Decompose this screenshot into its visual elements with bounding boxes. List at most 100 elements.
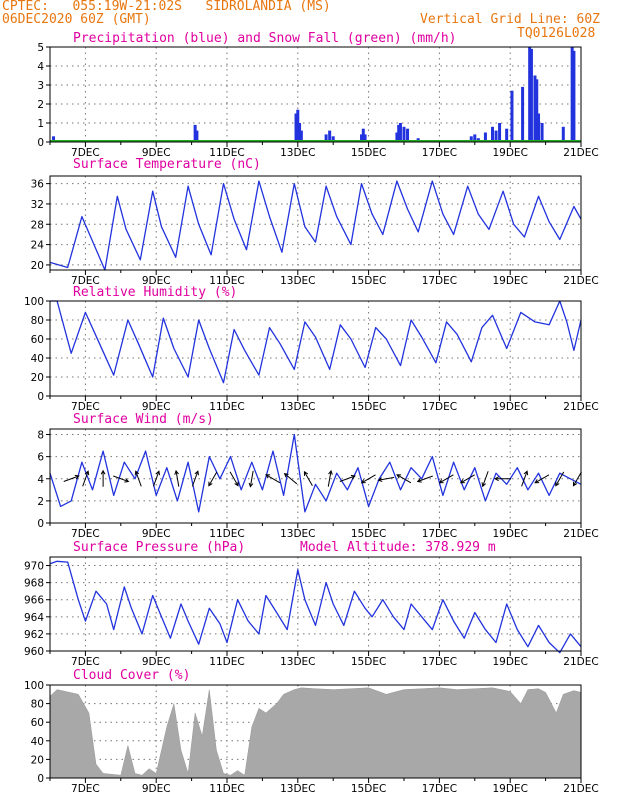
- panel-3: [46, 300, 582, 401]
- wind-arrow: [377, 476, 395, 482]
- wind-arrow: [82, 470, 90, 487]
- x-tick-label: 9DEC: [142, 528, 171, 540]
- precip-bar: [570, 47, 574, 142]
- x-tick-label: 19DEC: [492, 528, 527, 540]
- precip-bar: [363, 134, 367, 142]
- panel-frame: [49, 556, 582, 652]
- precip-bar: [398, 123, 402, 142]
- wind-arrow: [152, 470, 161, 487]
- wind-arrow: [521, 470, 529, 487]
- panel-frame: [49, 300, 582, 397]
- y-tick-label: 20: [31, 260, 44, 272]
- wind-arrow: [113, 475, 130, 483]
- y-tick-label: 80: [31, 699, 44, 711]
- x-tick-label: 17DEC: [422, 656, 457, 668]
- precip-bar: [533, 75, 537, 142]
- x-tick-label: 17DEC: [422, 147, 457, 159]
- y-tick-label: 960: [24, 646, 44, 658]
- precip-bar: [473, 134, 477, 142]
- model-code: TQ0126L028: [517, 26, 596, 41]
- precip-bar: [528, 47, 532, 142]
- y-tick-label: 0: [37, 518, 44, 530]
- y-tick-label: 60: [31, 334, 44, 346]
- precip-bar: [483, 132, 487, 142]
- precip-bar: [299, 130, 303, 142]
- x-tick-label: 19DEC: [492, 401, 527, 413]
- y-tick-label: 1: [37, 118, 44, 130]
- series-line: [49, 560, 582, 654]
- x-tick-label: 11DEC: [209, 783, 244, 795]
- y-tick-label: 4: [37, 474, 44, 486]
- x-tick-label: 21DEC: [563, 656, 598, 668]
- wind-arrow: [438, 474, 454, 484]
- precip-bar: [402, 126, 406, 142]
- y-tick-label: 970: [24, 561, 44, 573]
- wind-arrow: [572, 471, 582, 487]
- precip-bar: [298, 123, 302, 142]
- panel-title: Cloud Cover (%): [73, 668, 190, 683]
- wind-arrow: [248, 470, 254, 488]
- wind-arrow: [134, 470, 142, 487]
- wind-arrow: [481, 471, 489, 488]
- x-tick-label: 7DEC: [71, 147, 100, 159]
- x-tick-label: 13DEC: [280, 656, 315, 668]
- series-line: [49, 180, 582, 271]
- y-tick-label: 40: [31, 353, 44, 365]
- wind-arrow: [534, 474, 550, 484]
- x-tick-label: 17DEC: [422, 528, 457, 540]
- x-tick-label: 17DEC: [422, 783, 457, 795]
- model-altitude-note: Model Altitude: 378.929 m: [300, 540, 496, 555]
- station-header: CPTEC: 055:19W-21:02S SIDROLANDIA (MS): [2, 0, 331, 14]
- x-tick-label: 13DEC: [280, 528, 315, 540]
- panel-1: [46, 46, 582, 147]
- x-tick-label: 11DEC: [209, 147, 244, 159]
- panel-frame: [49, 175, 582, 271]
- x-tick-label: 13DEC: [280, 401, 315, 413]
- wind-arrow: [283, 472, 298, 485]
- panel-frame: [49, 684, 582, 779]
- y-tick-label: 80: [31, 315, 44, 327]
- precip-bar: [510, 90, 514, 142]
- x-tick-label: 15DEC: [351, 528, 386, 540]
- panel-6: [46, 684, 582, 783]
- x-tick-label: 17DEC: [422, 401, 457, 413]
- panel-title: Surface Wind (m/s): [73, 412, 214, 427]
- y-tick-label: 8: [37, 430, 44, 442]
- wind-arrow: [555, 471, 565, 487]
- x-tick-label: 21DEC: [563, 275, 598, 287]
- x-tick-label: 21DEC: [563, 147, 598, 159]
- y-tick-label: 0: [37, 773, 44, 785]
- y-tick-label: 28: [31, 219, 44, 231]
- precip-bar: [561, 126, 565, 142]
- precip-bar: [498, 123, 502, 142]
- x-tick-label: 7DEC: [71, 528, 100, 540]
- x-tick-label: 17DEC: [422, 275, 457, 287]
- x-tick-label: 7DEC: [71, 401, 100, 413]
- y-tick-label: 3: [37, 80, 44, 92]
- x-tick-label: 13DEC: [280, 147, 315, 159]
- x-tick-label: 9DEC: [142, 656, 171, 668]
- y-tick-label: 100: [24, 680, 44, 692]
- x-tick-label: 21DEC: [563, 528, 598, 540]
- x-tick-label: 19DEC: [492, 147, 527, 159]
- x-tick-label: 15DEC: [351, 275, 386, 287]
- series-line: [49, 433, 582, 513]
- snow-bar: [73, 140, 77, 142]
- wind-arrow: [63, 474, 80, 482]
- x-tick-label: 15DEC: [351, 656, 386, 668]
- y-tick-label: 962: [24, 629, 44, 641]
- wind-arrow: [265, 474, 281, 484]
- x-tick-label: 7DEC: [71, 656, 100, 668]
- precip-bar: [193, 124, 197, 142]
- wind-arrow: [208, 471, 218, 487]
- x-tick-label: 19DEC: [492, 275, 527, 287]
- precip-bar: [469, 136, 473, 142]
- panel-2: [46, 175, 582, 275]
- y-tick-label: 0: [37, 391, 44, 403]
- x-tick-label: 11DEC: [209, 275, 244, 287]
- cloud-cover-area: [49, 687, 582, 779]
- wind-arrow: [191, 470, 199, 487]
- panel-title: Surface Pressure (hPa): [73, 540, 245, 555]
- x-tick-label: 7DEC: [71, 783, 100, 795]
- y-tick-label: 20: [31, 372, 44, 384]
